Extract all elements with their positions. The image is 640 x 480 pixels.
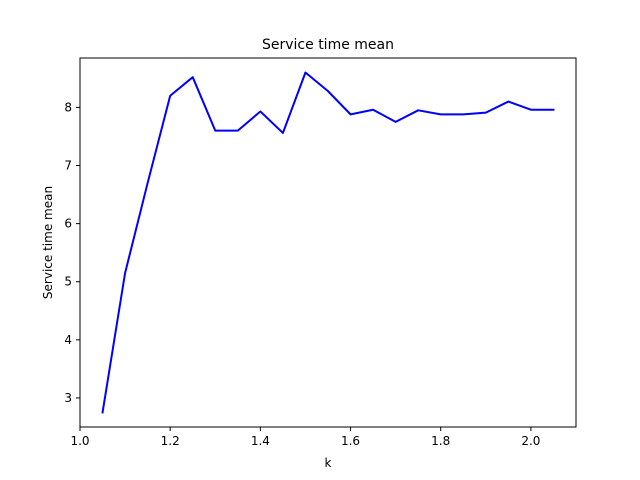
x-axis-ticks: 1.0 1.2 1.4 1.6 1.8 2.0 [70, 427, 540, 448]
y-tick-label: 8 [64, 100, 72, 114]
axes-frame [79, 57, 577, 428]
y-axis-label: Service time mean [41, 186, 55, 299]
series-layer [101, 71, 555, 414]
y-tick-label: 5 [64, 275, 72, 289]
x-tick-label: 1.8 [431, 434, 450, 448]
x-tick-label: 1.6 [341, 434, 360, 448]
x-tick-label: 1.0 [70, 434, 89, 448]
y-tick-label: 7 [64, 159, 72, 173]
y-tick-label: 4 [64, 333, 72, 347]
x-axis-label: k [325, 456, 332, 470]
series-line [101, 71, 555, 414]
x-tick-label: 2.0 [521, 434, 540, 448]
y-tick-label: 3 [64, 391, 72, 405]
x-tick-label: 1.4 [251, 434, 270, 448]
chart-title: Service time mean [262, 37, 394, 53]
x-tick-label: 1.2 [161, 434, 180, 448]
y-tick-label: 6 [64, 217, 72, 231]
y-axis-ticks: 3 4 5 6 7 8 [64, 100, 80, 405]
